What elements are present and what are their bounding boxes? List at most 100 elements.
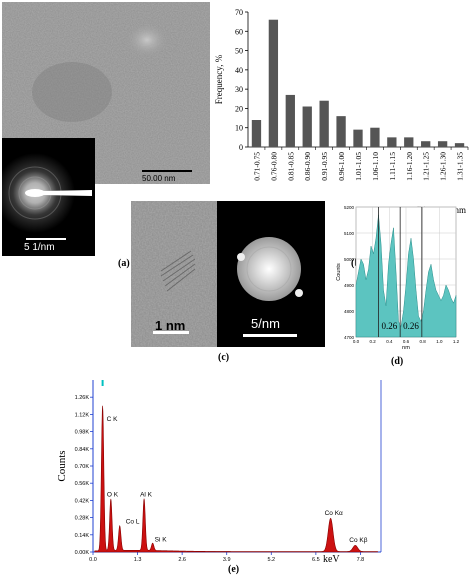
histogram-bar (387, 137, 397, 147)
y-tick-label: 30 (235, 85, 243, 94)
y-tick-label: 4800 (344, 309, 355, 314)
y-tick-label: 0.42K (75, 498, 90, 504)
x-tick-label: 1.26-1.30 (439, 152, 448, 181)
x-axis-title: keV (323, 554, 340, 562)
y-tick-label: 70 (235, 8, 243, 17)
x-tick-label: 1.31-1.35 (456, 152, 465, 181)
y-tick-label: 0 (239, 143, 243, 152)
x-tick-label: 1.3 (134, 557, 142, 562)
y-tick-label: 1.12K (75, 412, 90, 418)
panel-label-a: (a) (118, 258, 130, 269)
y-tick-label: 20 (235, 104, 243, 113)
tem-scale-bar (142, 170, 192, 172)
x-tick-label: 0.4 (386, 339, 393, 344)
y-tick-label: 5200 (344, 205, 355, 210)
x-tick-label: 0.71-0.75 (252, 152, 261, 181)
x-axis-title: nm (402, 345, 410, 351)
y-axis-title: Counts (56, 450, 68, 481)
peak-label: Co L (126, 518, 140, 525)
fft-scale-bar (243, 334, 297, 337)
x-tick-label: 0.0 (89, 557, 97, 562)
histogram-bar (353, 129, 363, 147)
profile-area (355, 214, 457, 338)
histogram-bar (251, 120, 262, 147)
hrtem-image-panel: 1 nm (131, 201, 217, 347)
y-tick-label: 0.28K (75, 516, 90, 522)
y-tick-label: 60 (235, 27, 243, 36)
x-tick-label: 0.91-0.95 (320, 152, 329, 181)
panel-label-c: (c) (218, 352, 230, 363)
x-tick-label: 1.2 (453, 339, 460, 344)
edx-spectrum-chart: 0.00K 0.14K 0.28K 0.42K 0.56K 0.70K 0.84K 0.98K… (56, 380, 382, 562)
y-tick-label: 0.70K (75, 464, 90, 470)
x-tick-label: 1.06-1.10 (371, 152, 380, 181)
x-tick-label: 7.8 (357, 557, 365, 562)
x-tick-label: 0.2 (370, 339, 377, 344)
y-tick-label: 1.26K (75, 395, 90, 401)
histogram-bar (454, 143, 465, 147)
y-tick-label: 5100 (344, 231, 355, 236)
x-tick-label: 5.2 (267, 557, 275, 562)
hrtem-scale-label: 1 nm (155, 318, 186, 333)
histogram-bar (421, 141, 431, 147)
x-tick-label: 2.6 (178, 557, 186, 562)
y-tick-label: 5000 (344, 257, 355, 262)
peak-label: Si K (155, 537, 168, 544)
fft-scale-label: 5/nm (251, 316, 280, 331)
y-axis-title: Counts (336, 263, 342, 281)
x-tick-label: 0.96-1.00 (337, 152, 346, 181)
hrtem-image (131, 201, 217, 347)
y-tick-label: 4900 (344, 283, 355, 288)
x-tick-label: 0.0 (353, 339, 360, 344)
peak-label: Co Kα (325, 510, 343, 517)
x-tick-label: 0.76-0.80 (269, 152, 278, 181)
y-tick-label: 10 (235, 124, 243, 133)
saed-inset: 5 1/nm (0, 138, 95, 256)
y-tick-label: 0.00K (75, 550, 90, 556)
y-tick-label: 0.56K (75, 481, 90, 487)
x-tick-label: 1.21-1.25 (422, 152, 431, 181)
y-tick-label: 0.84K (75, 447, 90, 453)
saed-scale-bar (26, 238, 66, 240)
x-tick-label: 0.8 (420, 339, 427, 344)
histogram-bar (404, 137, 414, 147)
y-tick-label: 50 (235, 47, 243, 56)
x-tick-label: 3.9 (223, 557, 231, 562)
hrtem-scale-bar (153, 331, 189, 334)
tem-scale-label: 50.00 nm (142, 174, 176, 183)
histogram-bar (437, 141, 448, 147)
x-tick-label: 1.16-1.20 (405, 152, 414, 181)
saed-scale-label: 5 1/nm (24, 242, 55, 253)
y-tick-label: 40 (235, 66, 243, 75)
histogram-bar (285, 94, 295, 147)
spectrum-area (94, 405, 378, 553)
y-tick-label: 0.98K (75, 430, 90, 436)
peak-label: Al K (140, 491, 153, 498)
peak-label: C K (107, 416, 119, 423)
x-tick-label: 0.6 (403, 339, 410, 344)
y-tick-label: 0.14K (75, 533, 90, 539)
histogram-bar (268, 19, 279, 147)
fft-pattern (237, 237, 303, 301)
spacing-annotation: 0.26 (381, 321, 397, 331)
x-tick-label: 1.0 (436, 339, 443, 344)
histogram-bar (336, 116, 346, 147)
x-tick-label: 1.11-1.15 (388, 152, 397, 181)
y-axis-title: Frequency, % (214, 54, 224, 104)
x-tick-label: 0.81-0.85 (286, 152, 295, 181)
fft-image-panel: 5/nm (217, 201, 325, 347)
lattice-profile-chart: 4700 4800 4900 5000 5100 5200 0.0 0.2 0.4 0.6 0.8 1… (336, 205, 460, 351)
saed-pattern (0, 153, 92, 233)
histogram-bar (319, 100, 329, 147)
panel-label-e: (e) (228, 564, 240, 575)
x-tick-label: 6.5 (312, 557, 320, 562)
peak-label: Co Kβ (349, 537, 367, 544)
x-tick-label: 0.86-0.90 (303, 152, 312, 181)
peak-label: O K (107, 491, 119, 498)
panel-label-d: (d) (391, 356, 404, 367)
histogram-bar (302, 106, 312, 147)
x-tick-label: 1.01-1.05 (354, 152, 363, 181)
size-distribution-chart: 0 10 20 30 40 50 60 70 0.71-0.75 0.76-0.80 0.81-0.… (214, 8, 469, 215)
histogram-bar (370, 127, 380, 147)
y-tick-label: 4700 (344, 335, 355, 340)
